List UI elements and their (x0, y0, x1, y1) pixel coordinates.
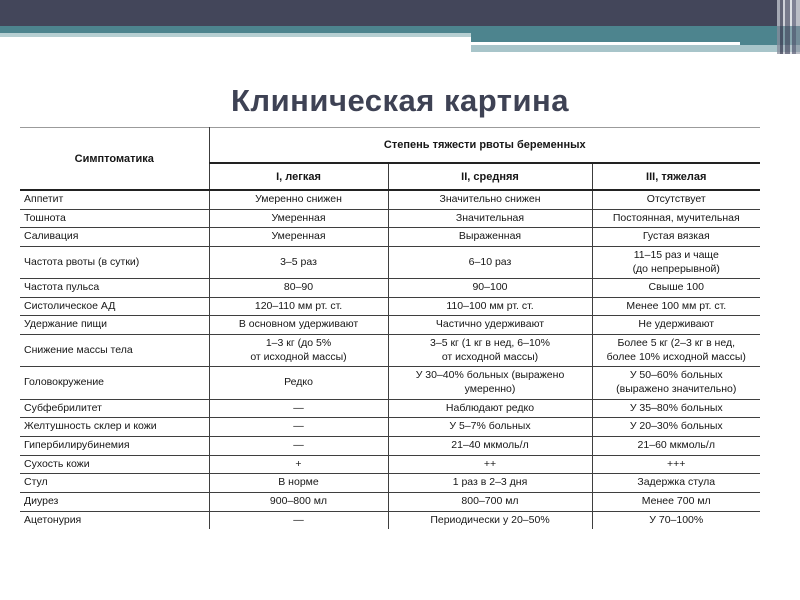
symptom-label-cell: Саливация (20, 227, 210, 247)
severity-1-cell: 80–90 (209, 278, 388, 298)
symptom-column-header: Симптоматика (20, 127, 210, 191)
severity-3-cell: 21–60 мкмоль/л (591, 436, 760, 456)
severity-1-cell: Умеренная (209, 227, 388, 247)
banner-corner-stripes (777, 0, 800, 54)
table-row: Сухость кожи + ++ +++ (20, 455, 760, 475)
severity-3-cell: +++ (591, 455, 760, 475)
symptom-label-cell: Диурез (20, 492, 210, 512)
severity-2-cell: Наблюдают редко (387, 399, 592, 419)
severity-span-header: Степень тяжести рвоты беременных (209, 127, 760, 164)
symptom-label-cell: Стул (20, 473, 210, 493)
severity-level-header-2: II, средняя (387, 163, 592, 191)
table-row: Диурез 900–800 мл 800–700 мл Менее 700 м… (20, 492, 760, 512)
severity-2-cell: ++ (387, 455, 592, 475)
banner-white-gap-line (471, 42, 740, 45)
clinical-table: Симптоматика Степень тяжести рвоты берем… (20, 127, 760, 530)
severity-2-cell: 21–40 мкмоль/л (387, 436, 592, 456)
banner-dark-bar (0, 0, 777, 26)
severity-1-cell: — (209, 436, 388, 456)
severity-3-cell: У 20–30% больных (591, 417, 760, 437)
banner-teal-light-left (0, 33, 471, 37)
severity-2-cell: 800–700 мл (387, 492, 592, 512)
table-row: Желтушность склер и кожи — У 5–7% больны… (20, 417, 760, 437)
table-header-row-1: Симптоматика Степень тяжести рвоты берем… (20, 127, 760, 191)
table-row: Частота пульса 80–90 90–100 Свыше 100 (20, 278, 760, 298)
table-row: Тошнота Умеренная Значительная Постоянна… (20, 209, 760, 229)
symptom-label-cell: Тошнота (20, 209, 210, 229)
severity-3-cell: Отсутствует (591, 190, 760, 210)
severity-3-cell: Более 5 кг (2–3 кг в нед, более 10% исхо… (591, 334, 760, 368)
severity-2-cell: У 30–40% больных (выражено умеренно) (387, 366, 592, 400)
table-row: Удержание пищи В основном удерживают Час… (20, 315, 760, 336)
symptom-label-cell: Головокружение (20, 366, 210, 400)
severity-2-cell: Периодически у 20–50% (387, 511, 592, 530)
severity-3-cell: Густая вязкая (591, 227, 760, 247)
severity-2-cell: 6–10 раз (387, 246, 592, 280)
table-row: Субфебрилитет — Наблюдают редко У 35–80%… (20, 399, 760, 419)
table-header-row-2: I, легкая II, средняя III, тяжелая (20, 163, 760, 191)
symptom-label-cell: Желтушность склер и кожи (20, 417, 210, 437)
severity-2-cell: Частично удерживают (387, 315, 592, 336)
severity-2-cell: У 5–7% больных (387, 417, 592, 437)
severity-3-cell: У 70–100% (591, 511, 760, 530)
table-row: Ацетонурия — Периодически у 20–50% У 70–… (20, 511, 760, 530)
symptom-label-cell: Ацетонурия (20, 511, 210, 530)
severity-1-cell: 3–5 раз (209, 246, 388, 280)
banner-teal-bar (0, 26, 800, 33)
symptom-label-cell: Гипербилирубинемия (20, 436, 210, 456)
severity-1-cell: Умеренно снижен (209, 190, 388, 210)
severity-3-cell: У 35–80% больных (591, 399, 760, 419)
severity-1-cell: — (209, 417, 388, 437)
severity-2-cell: Значительная (387, 209, 592, 229)
symptom-label-cell: Сухость кожи (20, 455, 210, 475)
banner-teal-light-right (471, 45, 800, 52)
severity-1-cell: — (293, 513, 304, 526)
severity-1-cell: В основном удерживают (209, 315, 388, 336)
severity-3-cell: Менее 700 мл (591, 492, 760, 512)
severity-2-cell: 1 раз в 2–3 дня (387, 473, 592, 493)
severity-3-cell: У 50–60% больных (выражено значительно) (591, 366, 760, 400)
severity-2-cell: Значительно снижен (387, 190, 592, 210)
severity-2-cell: Выраженная (387, 227, 592, 247)
severity-1-cell: Редко (209, 366, 388, 400)
severity-2-cell: 110–100 мм рт. ст. (387, 297, 592, 317)
table-row: Аппетит Умеренно снижен Значительно сниж… (20, 190, 760, 210)
severity-1-cell: + (209, 455, 388, 475)
symptom-label-cell: Удержание пищи (20, 315, 210, 336)
severity-3-cell: Менее 100 мм рт. ст. (591, 297, 760, 317)
severity-1-cell: Умеренная (209, 209, 388, 229)
severity-1-cell: 1–3 кг (до 5% от исходной массы) (209, 334, 388, 368)
severity-3-cell: Свыше 100 (591, 278, 760, 298)
page-title: Клиническая картина (231, 83, 569, 118)
table-row: Систолическое АД 120–110 мм рт. ст. 110–… (20, 297, 760, 317)
table-row: Головокружение Редко У 30–40% больных (в… (20, 366, 760, 400)
severity-1-cell: — (209, 399, 388, 419)
severity-3-cell: Постоянная, мучительная (591, 209, 760, 229)
symptom-label-cell: Частота пульса (20, 278, 210, 298)
symptom-label-cell: Снижение массы тела (20, 334, 210, 368)
severity-3-cell: 11–15 раз и чаще (до непрерывной) (591, 246, 760, 280)
symptom-label-cell: Субфебрилитет (20, 399, 210, 419)
symptom-label-cell: Аппетит (20, 190, 210, 210)
severity-3-cell: Задержка стула (591, 473, 760, 493)
severity-2-cell: 90–100 (387, 278, 592, 298)
clinical-table-container: Симптоматика Степень тяжести рвоты берем… (20, 127, 760, 530)
severity-3-cell: Не удерживают (591, 315, 760, 336)
table-row: Частота рвоты (в сутки) 3–5 раз 6–10 раз… (20, 246, 760, 280)
table-row: Гипербилирубинемия — 21–40 мкмоль/л 21–6… (20, 436, 760, 456)
table-row: Саливация Умеренная Выраженная Густая вя… (20, 227, 760, 247)
severity-1-cell: 900–800 мл (209, 492, 388, 512)
severity-level-header-1: I, легкая (209, 163, 388, 191)
severity-1-cell: В норме (209, 473, 388, 493)
severity-1-cell: 120–110 мм рт. ст. (209, 297, 388, 317)
table-row: Стул В норме 1 раз в 2–3 дня Задержка ст… (20, 473, 760, 493)
symptom-label-cell: Систолическое АД (20, 297, 210, 317)
severity-level-header-3: III, тяжелая (591, 163, 760, 191)
table-row: Снижение массы тела 1–3 кг (до 5% от исх… (20, 334, 760, 368)
symptom-label-cell: Частота рвоты (в сутки) (20, 246, 210, 280)
severity-2-cell: 3–5 кг (1 кг в нед, 6–10% от исходной ма… (387, 334, 592, 368)
